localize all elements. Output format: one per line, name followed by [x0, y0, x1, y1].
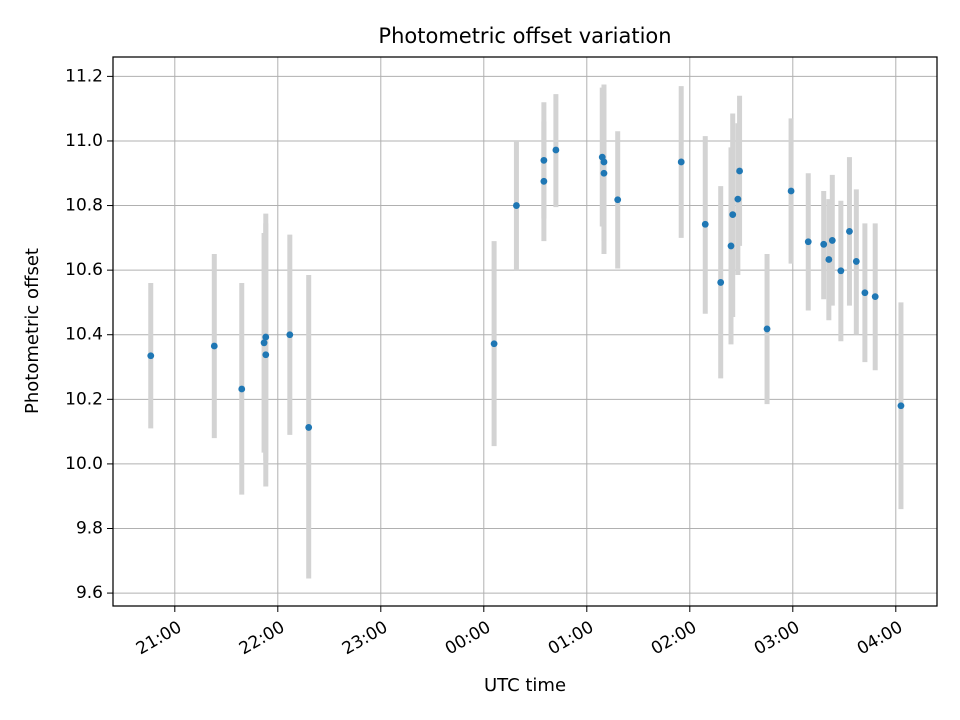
data-point: [820, 240, 828, 248]
x-axis-title: UTC time: [484, 675, 566, 696]
y-tick-label: 11.0: [65, 131, 103, 151]
y-tick-label: 11.2: [65, 66, 103, 86]
data-point: [846, 227, 853, 235]
data-point: [262, 333, 270, 341]
data-point: [490, 340, 498, 348]
data-point: [804, 238, 812, 246]
data-point: [852, 258, 860, 265]
data-point: [210, 342, 218, 350]
data-point: [871, 293, 879, 301]
data-point: [600, 158, 608, 166]
data-point: [701, 220, 709, 228]
plot-frame: [112, 56, 938, 607]
y-tick-label: 10.6: [65, 260, 103, 280]
data-point: [787, 187, 795, 195]
data-point: [614, 196, 622, 204]
y-tick-label: 10.8: [65, 196, 103, 216]
data-point: [763, 325, 771, 333]
data-point: [238, 385, 246, 393]
data-point: [540, 156, 548, 164]
data-point: [260, 339, 268, 347]
data-point: [147, 352, 155, 360]
y-tick-label: 10.2: [65, 389, 103, 409]
data-point: [729, 211, 737, 218]
data-point: [262, 351, 270, 359]
y-axis-title: Photometric offset: [22, 248, 43, 414]
y-tick-label: 10.0: [65, 454, 103, 474]
data-point: [736, 167, 743, 175]
data-point: [828, 237, 836, 244]
data-point: [552, 146, 560, 154]
data-point: [513, 202, 520, 209]
data-point: [734, 195, 742, 203]
data-point: [897, 402, 905, 410]
data-points: [147, 146, 905, 431]
y-tick-label: 9.6: [76, 583, 103, 603]
y-tick-label: 10.4: [65, 325, 103, 345]
y-axis-ticks: 9.6 9.8 10.0 10.2 10.4 10.6 10.8 11.0 11.2: [65, 66, 113, 603]
data-point: [600, 169, 608, 177]
grid-lines: [113, 57, 937, 606]
data-point: [286, 331, 294, 339]
y-tick-label: 9.8: [76, 518, 103, 538]
data-point: [305, 424, 313, 431]
chart-title: Photometric offset variation: [378, 24, 671, 48]
data-point: [837, 267, 845, 275]
data-point: [717, 279, 725, 286]
data-point: [677, 158, 685, 166]
data-point: [540, 177, 548, 185]
data-point: [727, 242, 735, 250]
data-point: [825, 256, 833, 263]
data-point: [861, 289, 869, 297]
